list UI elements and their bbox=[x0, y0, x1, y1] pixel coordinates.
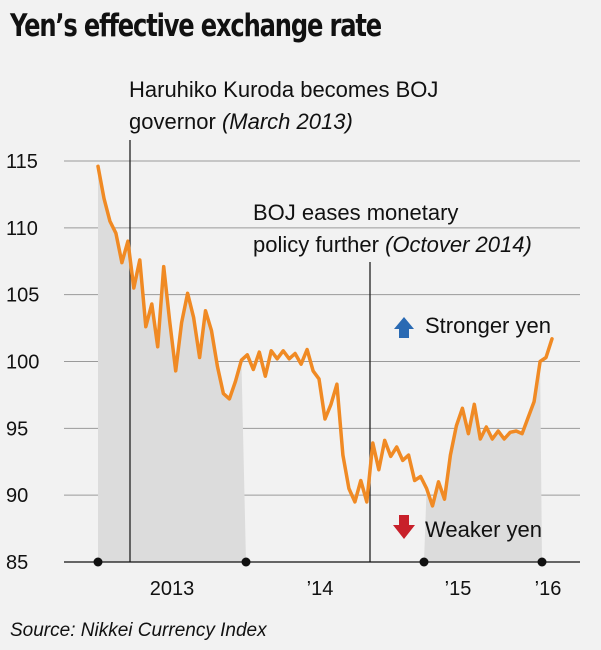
axis-dot bbox=[93, 557, 103, 567]
y-tick-label: 115 bbox=[6, 151, 38, 173]
x-axis-ticks: 2013 ’14 ’15 ’16 bbox=[150, 578, 562, 600]
x-axis bbox=[64, 557, 580, 567]
kuroda-annotation-date: (March 2013) bbox=[222, 109, 353, 134]
boj-annotation-line2: policy further (Octover 2014) bbox=[253, 232, 532, 257]
series-line bbox=[96, 164, 554, 508]
boj-annotation-line1: BOJ eases monetary bbox=[253, 200, 458, 225]
y-tick-label: 90 bbox=[6, 485, 28, 507]
kuroda-annotation-text: governor bbox=[129, 109, 222, 134]
axis-dot bbox=[537, 557, 547, 567]
y-axis-ticks: 85 90 95 100 105 110 115 bbox=[6, 151, 39, 574]
boj-annotation-text: policy further bbox=[253, 232, 385, 257]
down-arrow-icon bbox=[393, 515, 415, 539]
kuroda-annotation-line1: Haruhiko Kuroda becomes BOJ bbox=[129, 77, 438, 102]
boj-annotation-date: (Octover 2014) bbox=[385, 232, 532, 257]
weaker-yen-label: Weaker yen bbox=[425, 517, 542, 542]
shaded-periods bbox=[98, 166, 542, 563]
event-lines bbox=[129, 140, 371, 562]
axis-dot bbox=[419, 557, 429, 567]
y-tick-label: 105 bbox=[6, 285, 39, 307]
axis-dot bbox=[241, 557, 251, 567]
x-tick-label: ’16 bbox=[535, 578, 562, 600]
x-tick-label: 2013 bbox=[150, 578, 195, 600]
y-tick-label: 85 bbox=[6, 552, 28, 574]
y-tick-label: 100 bbox=[6, 352, 39, 374]
stronger-yen-label: Stronger yen bbox=[425, 313, 551, 338]
x-tick-label: ’15 bbox=[445, 578, 472, 600]
y-tick-label: 95 bbox=[6, 418, 28, 440]
up-arrow-icon bbox=[394, 317, 414, 338]
shaded-region bbox=[424, 361, 542, 562]
source-note: Source: Nikkei Currency Index bbox=[10, 620, 267, 641]
shaded-region bbox=[98, 166, 246, 563]
x-tick-label: ’14 bbox=[307, 578, 334, 600]
kuroda-annotation-line2: governor (March 2013) bbox=[129, 109, 353, 134]
chart-title: Yen’s effective exchange rate bbox=[10, 8, 382, 44]
y-tick-label: 110 bbox=[6, 218, 38, 240]
